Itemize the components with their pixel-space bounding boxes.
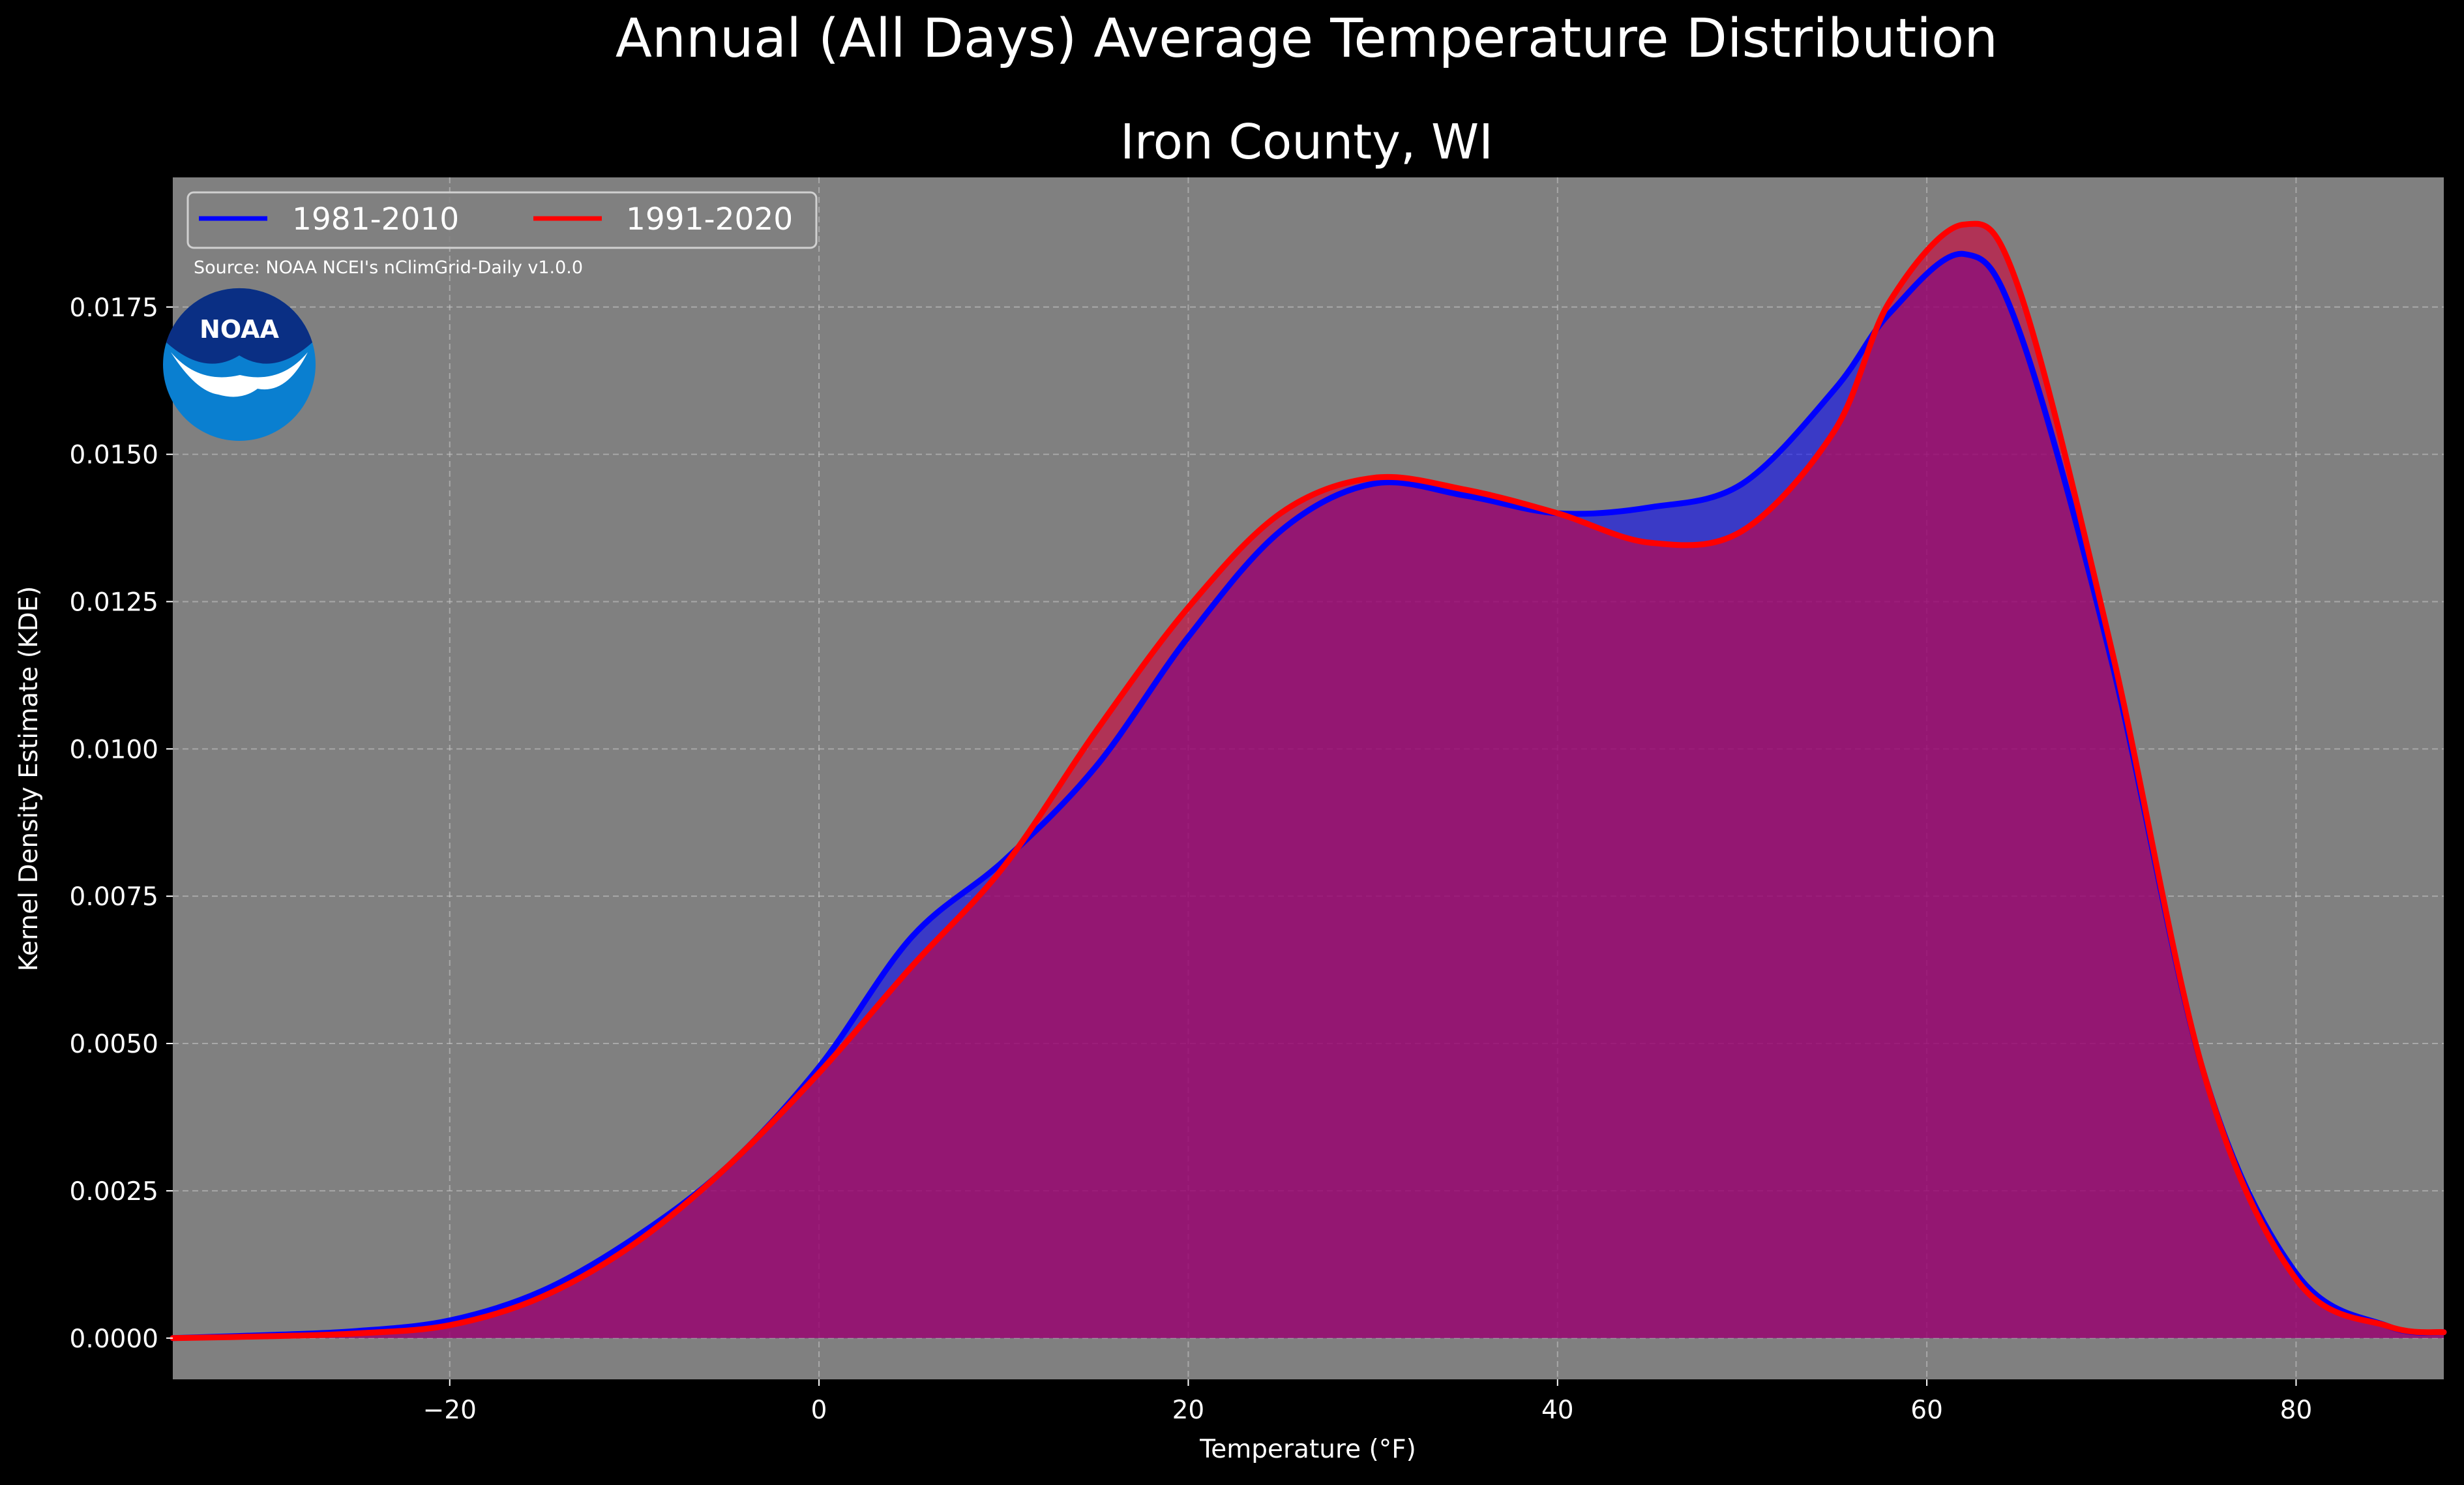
x-tick-label-2: 20 (1172, 1396, 1205, 1425)
x-tick-label-0: −20 (423, 1396, 477, 1425)
x-tick-label-3: 40 (1541, 1396, 1574, 1425)
noaa-logo-text: NOAA (200, 315, 279, 344)
chart-subtitle: Iron County, WI (1120, 114, 1493, 170)
chart-title: Annual (All Days) Average Temperature Di… (616, 8, 1998, 70)
x-tick-label-4: 60 (1910, 1396, 1943, 1425)
legend: 1981-2010 1991-2020 (186, 191, 818, 249)
noaa-logo: NOAA (163, 288, 316, 441)
y-tick-label-7: 0.0175 (70, 293, 158, 323)
y-tick-label-5: 0.0125 (70, 588, 158, 617)
series-lines (170, 220, 2447, 1342)
y-tick-label-6: 0.0150 (70, 441, 158, 470)
legend-box (186, 191, 818, 249)
y-axis-label: Kernel Density Estimate (KDE) (14, 586, 44, 972)
x-tick-label-1: 0 (811, 1396, 827, 1425)
noaa-logo-top (166, 288, 312, 364)
noaa-logo-gull-icon (171, 352, 308, 397)
y-tick-label-1: 0.0025 (70, 1177, 158, 1207)
y-tick-label-4: 0.0100 (70, 735, 158, 764)
y-tick-label-2: 0.0050 (70, 1030, 158, 1059)
y-axis: 0.0000 0.0025 0.0050 0.0075 0.0100 0.0125 0.01… (70, 293, 173, 1354)
line-1991-2020 (170, 220, 2447, 1342)
x-tick-label-5: 80 (2280, 1396, 2313, 1425)
x-axis-label: Temperature (°F) (1199, 1435, 1416, 1464)
x-axis: −20 0 20 40 60 80 (423, 1379, 2313, 1425)
area-1991-2020 (173, 224, 2444, 1338)
legend-label-1991-2020: 1991-2020 (626, 202, 793, 237)
series-areas (173, 224, 2444, 1338)
legend-label-1981-2010: 1981-2010 (292, 202, 459, 237)
y-tick-label-3: 0.0075 (70, 882, 158, 912)
y-tick-label-0: 0.0000 (70, 1325, 158, 1354)
source-note: Source: NOAA NCEI's nClimGrid-Daily v1.0… (194, 258, 583, 278)
